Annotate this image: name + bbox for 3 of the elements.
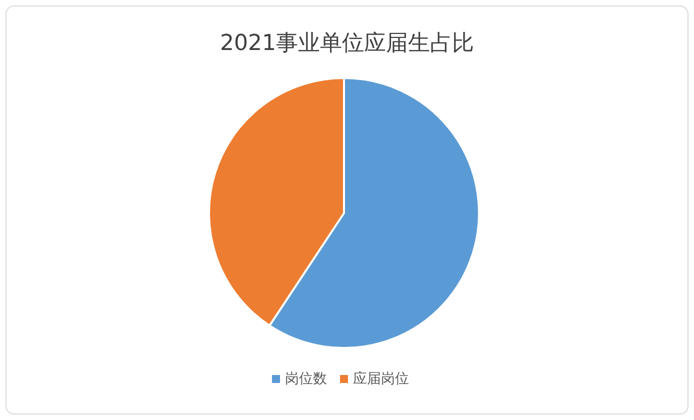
legend-label: 应届岗位	[353, 371, 409, 387]
legend-label: 岗位数	[285, 371, 327, 387]
chart-title: 2021事业单位应届生占比	[220, 31, 474, 56]
